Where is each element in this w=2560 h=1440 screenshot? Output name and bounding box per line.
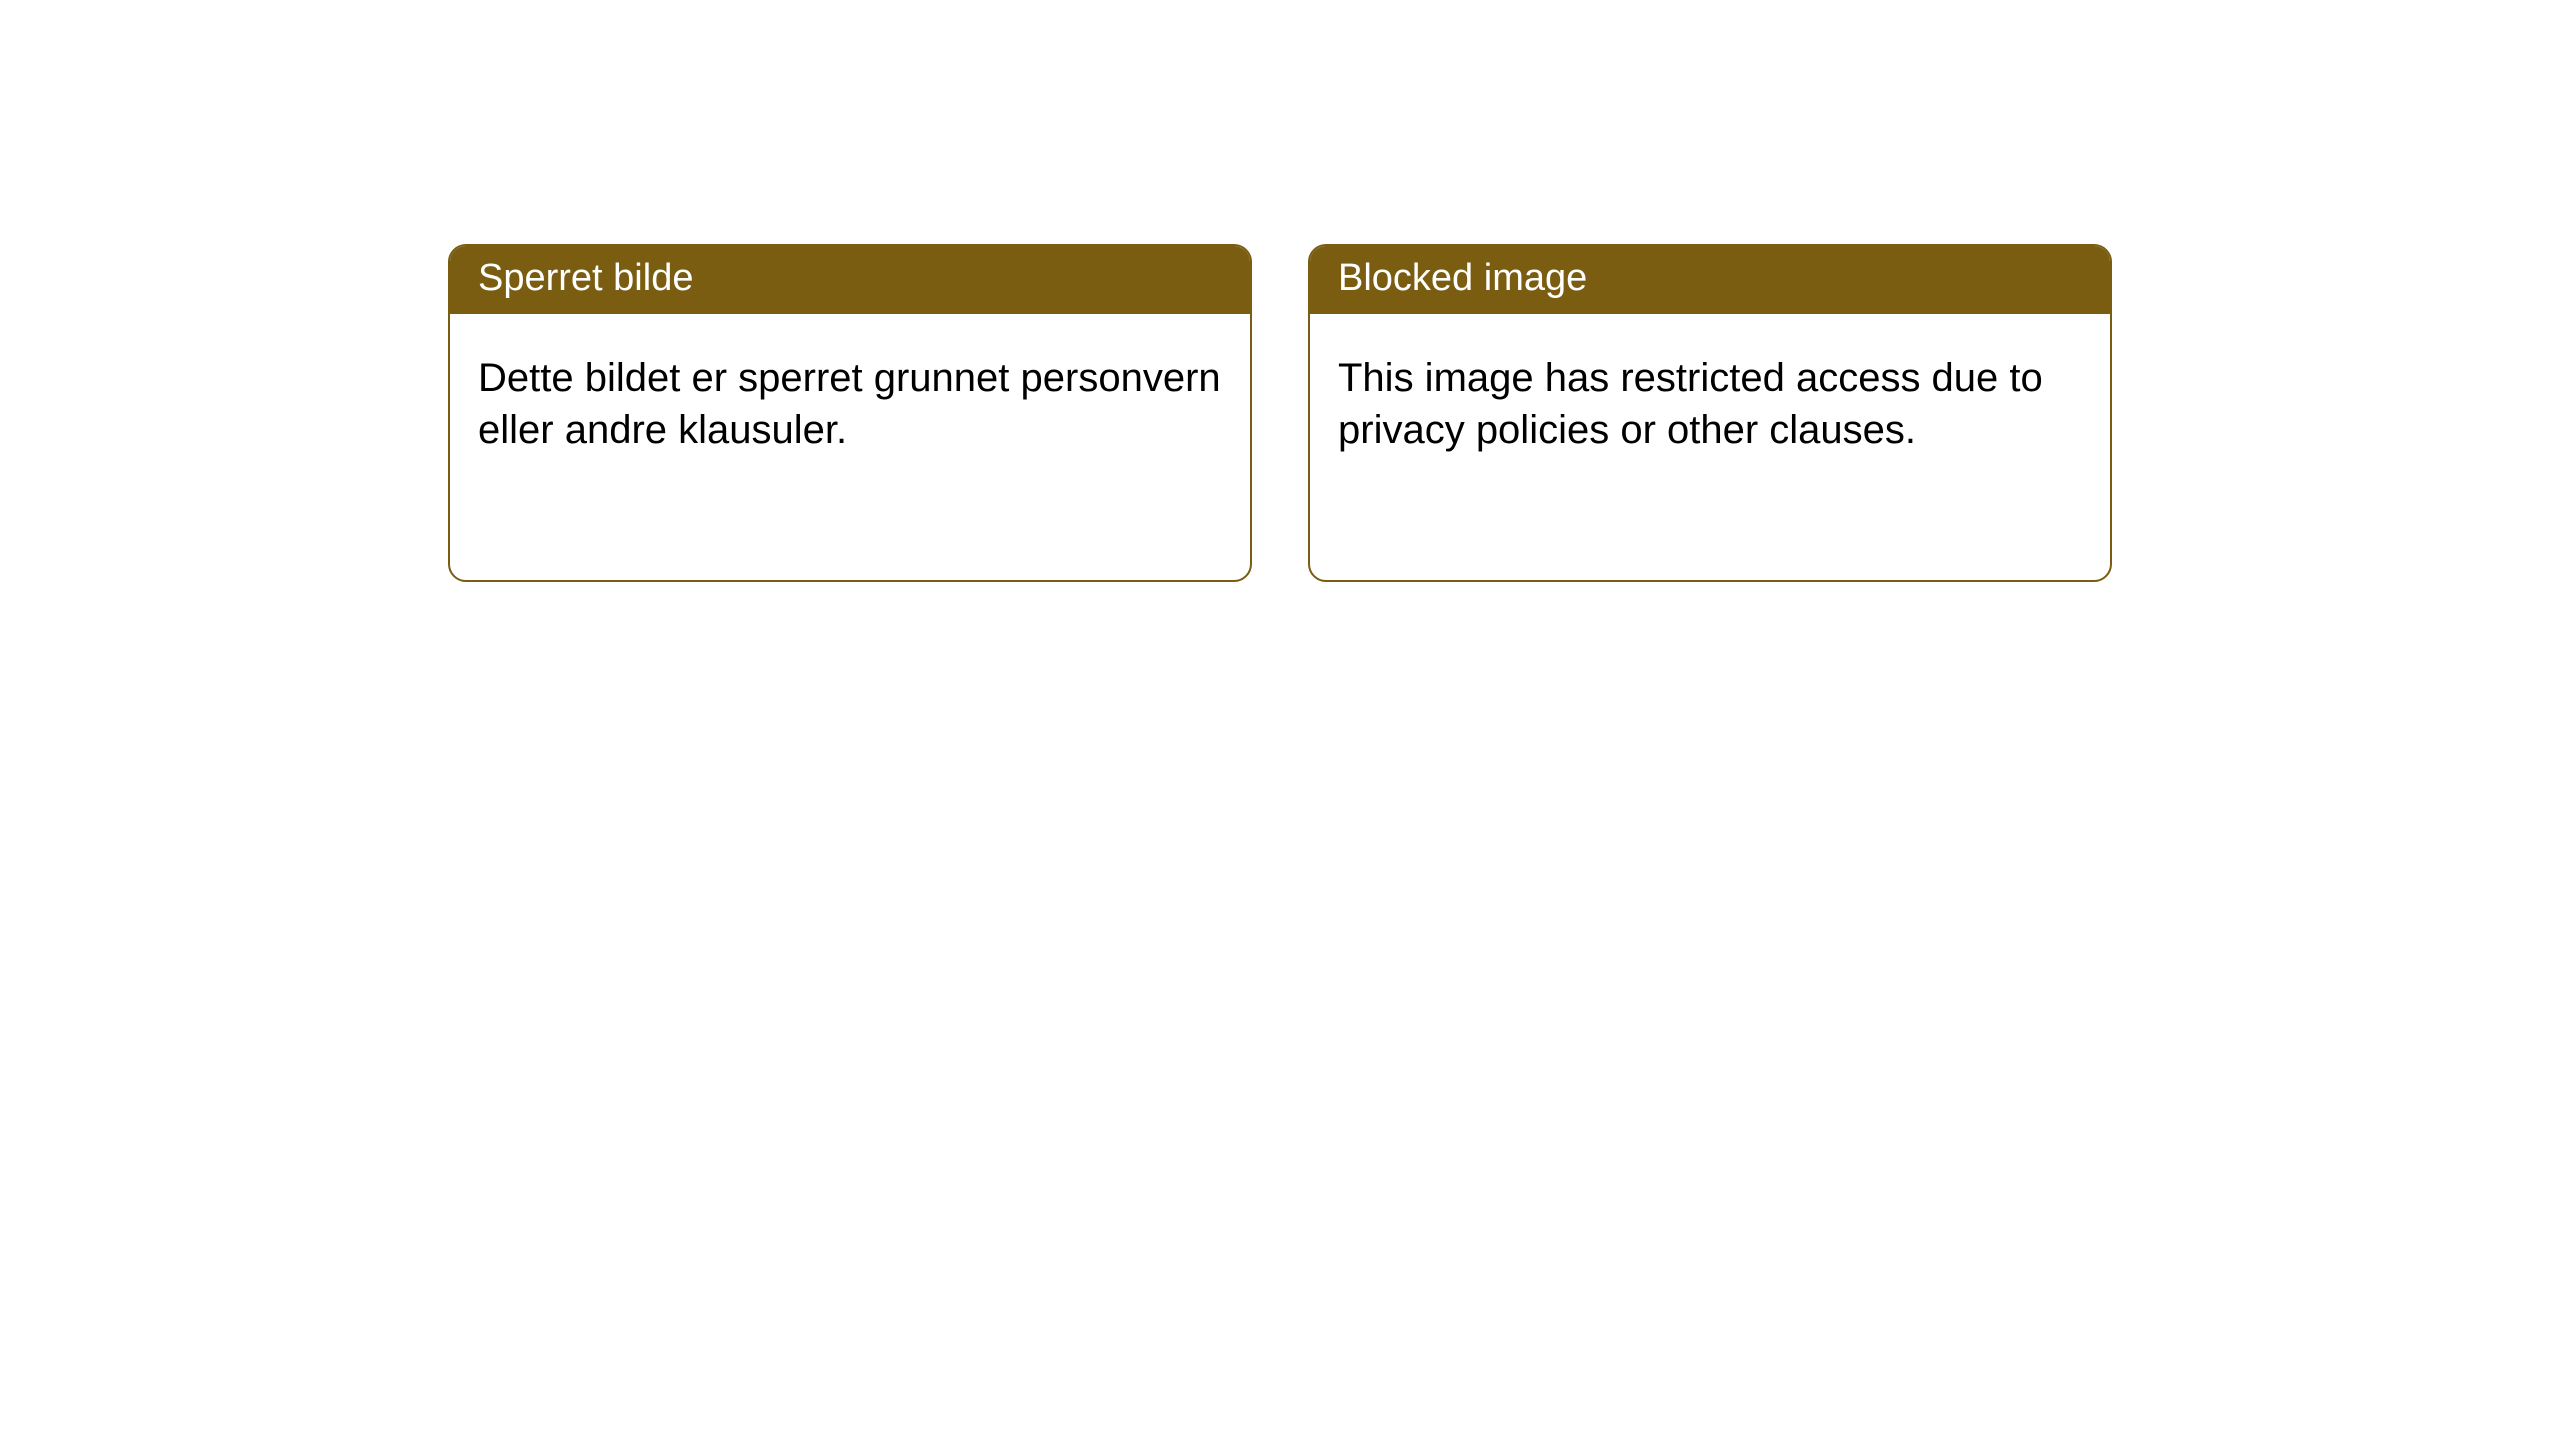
card-title: Blocked image <box>1338 257 1587 299</box>
card-body: Dette bildet er sperret grunnet personve… <box>450 314 1250 484</box>
blocked-image-card-en: Blocked image This image has restricted … <box>1308 244 2112 582</box>
card-body-text: Dette bildet er sperret grunnet personve… <box>478 356 1221 452</box>
card-body: This image has restricted access due to … <box>1310 314 2110 484</box>
card-body-text: This image has restricted access due to … <box>1338 356 2043 452</box>
card-title: Sperret bilde <box>478 257 693 299</box>
card-header: Blocked image <box>1310 246 2110 314</box>
card-header: Sperret bilde <box>450 246 1250 314</box>
cards-container: Sperret bilde Dette bildet er sperret gr… <box>0 0 2560 582</box>
blocked-image-card-no: Sperret bilde Dette bildet er sperret gr… <box>448 244 1252 582</box>
